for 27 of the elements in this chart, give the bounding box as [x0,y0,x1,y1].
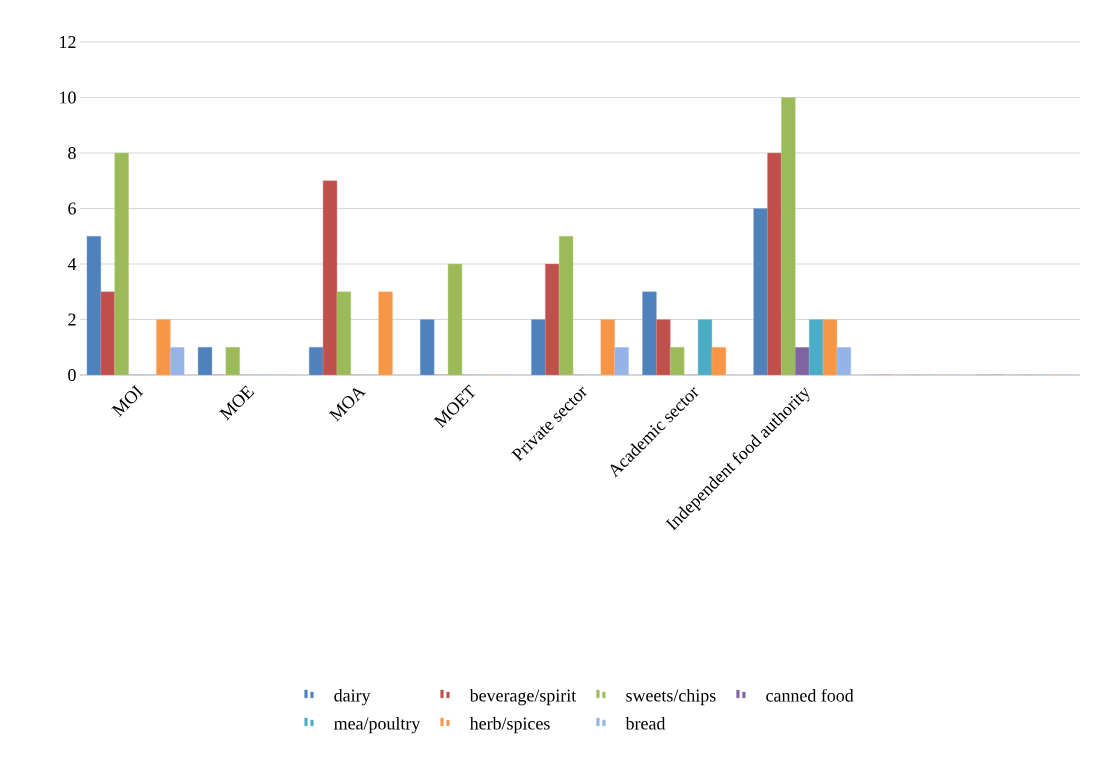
y-tick-label: 8 [68,146,76,160]
bar [100,291,115,375]
bar [545,263,560,375]
legend-label: canned food [766,688,854,702]
legend-label: mea/poultry [334,716,421,734]
bar [600,319,615,375]
legend-label: sweets/chips [626,688,716,706]
y-tick-label: 10 [60,91,76,104]
legend-label: dairy [334,688,371,706]
bar [781,97,796,375]
y-tick-label: 2 [68,313,76,326]
legend-label: bread [625,716,666,730]
y-tick-label: 4 [67,258,77,270]
bar [656,319,671,375]
y-tick-label: 0 [68,368,76,382]
bar [156,319,171,375]
bar [420,319,435,375]
bar [753,208,768,375]
legend-label: herb/spices [469,716,550,734]
bar [531,319,546,375]
bar [378,291,393,375]
y-tick-label: 6 [68,202,76,215]
y-tick-label: 12 [60,36,76,48]
bar [114,152,129,375]
legend-label: beverage/spirit [469,688,577,706]
bar [767,152,782,375]
bar [642,291,657,375]
